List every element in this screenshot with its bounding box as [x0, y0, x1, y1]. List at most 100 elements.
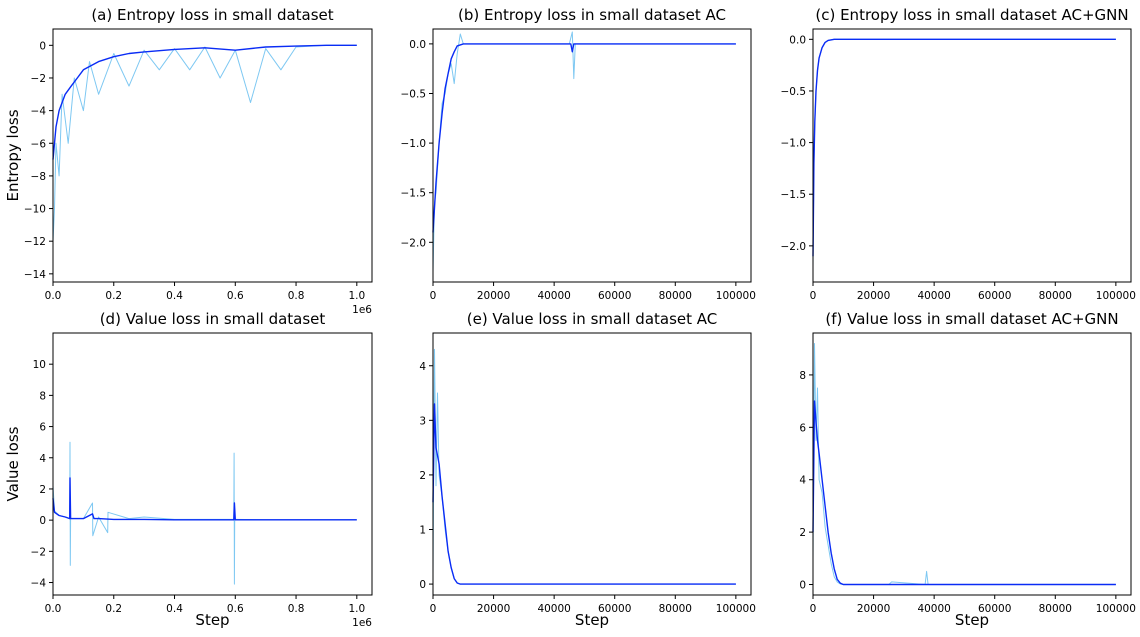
y-tick-label: −0.5	[781, 86, 807, 98]
x-tick-label: 20000	[477, 603, 510, 615]
x-axis-offset-label: 1e6	[352, 304, 372, 316]
x-tick-label: 0	[430, 603, 437, 615]
y-tick-label: 0	[799, 580, 806, 592]
y-tick-label: 3	[419, 415, 426, 427]
chart-title: (c) Entropy loss in small dataset AC+GNN	[815, 6, 1128, 24]
y-tick-label: 0	[419, 579, 426, 591]
smoothed-series-line	[432, 403, 736, 585]
y-tick-label: 1	[419, 525, 426, 537]
smoothed-series-line	[432, 43, 736, 233]
y-axis-label: Value loss	[4, 426, 22, 501]
x-axis-label: Step	[575, 611, 609, 629]
x-tick-label: 0	[810, 290, 817, 302]
x-tick-label: 0	[810, 603, 817, 615]
chart-title: (f) Value loss in small dataset AC+GNN	[825, 310, 1118, 328]
y-tick-label: −1.0	[781, 138, 807, 150]
x-tick-label: 20000	[477, 290, 510, 302]
subplot-d: 0.0 0.2 0.4 0.6 0.8 1.0 −4 −2 0 2 4 6 8 10 1e6 (d) Valu…	[4, 310, 373, 629]
x-tick-label: 100000	[716, 603, 756, 615]
y-tick-label: −1.0	[401, 138, 427, 150]
x-tick-label: 40000	[917, 290, 950, 302]
y-tick-label: 6	[799, 422, 806, 434]
y-tick-label: 2	[799, 527, 806, 539]
raw-series-line	[52, 44, 357, 242]
smoothed-series-line	[52, 477, 357, 521]
x-tick-label: 0.6	[227, 290, 244, 302]
x-axis-label: Step	[955, 611, 989, 629]
x-tick-label: 20000	[857, 603, 890, 615]
raw-series-line	[432, 31, 736, 273]
x-tick-label: 0	[430, 290, 437, 302]
y-tick-label: −2	[31, 546, 46, 558]
x-tick-label: 100000	[1096, 290, 1136, 302]
y-tick-label: 8	[39, 390, 46, 402]
smoothed-series-line	[812, 400, 1116, 586]
y-tick-label: 6	[39, 422, 46, 434]
plot-frame	[812, 332, 1132, 596]
x-tick-label: 0.4	[166, 603, 183, 615]
x-tick-label: 1.0	[348, 290, 365, 302]
raw-series-line	[52, 441, 357, 585]
raw-series-line	[812, 343, 1116, 585]
subplot-e: 0 20000 40000 60000 80000 100000 0 1 2 3 4 (e) Valu…	[419, 310, 756, 629]
plot-frame	[432, 332, 752, 596]
chart-title: (a) Entropy loss in small dataset	[91, 6, 333, 24]
y-tick-label: 0	[39, 40, 46, 52]
y-tick-label: −12	[24, 236, 46, 248]
y-tick-label: −10	[24, 204, 46, 216]
x-tick-label: 100000	[1096, 603, 1136, 615]
x-tick-label: 40000	[917, 603, 950, 615]
y-tick-label: 8	[799, 370, 806, 382]
y-tick-label: −2.0	[401, 237, 427, 249]
y-tick-label: 0	[39, 515, 46, 527]
y-axis-label: Entropy loss	[4, 109, 22, 201]
x-tick-label: 0.8	[288, 603, 305, 615]
subplot-a: 0.0 0.2 0.4 0.6 0.8 1.0 −14 −12 −10 −8 −6 −4 −2 0 1e6 (…	[4, 6, 373, 316]
y-tick-label: −1.5	[401, 188, 427, 200]
subplot-c: 0 20000 40000 60000 80000 100000 −2.0 −1.5 −1.0 −…	[781, 6, 1136, 302]
plot-frame	[812, 28, 1132, 283]
x-tick-label: 80000	[659, 290, 692, 302]
x-tick-label: 20000	[857, 290, 890, 302]
y-tick-label: −2	[31, 73, 46, 85]
y-tick-label: −4	[31, 106, 47, 118]
y-tick-label: 10	[33, 359, 46, 371]
x-tick-label: 60000	[978, 290, 1011, 302]
y-tick-label: 4	[799, 475, 806, 487]
plot-frame	[52, 28, 373, 283]
x-tick-label: 100000	[716, 290, 756, 302]
smoothed-series-line	[812, 38, 1116, 257]
y-tick-label: 4	[39, 453, 46, 465]
y-tick-label: 2	[419, 470, 426, 482]
x-axis-label: Step	[195, 611, 229, 629]
x-tick-label: 0.2	[105, 603, 122, 615]
y-tick-label: −0.5	[401, 88, 427, 100]
x-tick-label: 60000	[598, 290, 631, 302]
x-tick-label: 80000	[1039, 603, 1072, 615]
y-tick-label: −6	[31, 138, 47, 150]
x-tick-label: 40000	[537, 603, 570, 615]
y-tick-label: 0.0	[789, 34, 806, 46]
raw-series-line	[812, 38, 1116, 267]
x-axis-offset-label: 1e6	[352, 617, 372, 629]
x-tick-label: 0.8	[288, 290, 305, 302]
x-tick-label: 0.4	[166, 290, 183, 302]
y-tick-label: −8	[31, 171, 46, 183]
y-tick-label: 4	[419, 361, 426, 373]
y-tick-label: −14	[24, 269, 46, 281]
y-tick-label: −2.0	[781, 241, 807, 253]
chart-title: (e) Value loss in small dataset AC	[467, 310, 718, 328]
x-tick-label: 60000	[978, 603, 1011, 615]
y-tick-label: 2	[39, 484, 46, 496]
plot-frame	[432, 28, 752, 283]
chart-title: (d) Value loss in small dataset	[100, 310, 326, 328]
plot-frame	[52, 332, 373, 596]
y-tick-label: 0.0	[409, 39, 426, 51]
subplot-f: 0 20000 40000 60000 80000 100000 0 2 4 6 8 (f) Valu…	[799, 310, 1136, 629]
x-tick-label: 0.0	[45, 603, 62, 615]
x-tick-label: 40000	[537, 290, 570, 302]
y-tick-label: −1.5	[781, 189, 807, 201]
chart-title: (b) Entropy loss in small dataset AC	[458, 6, 726, 24]
x-tick-label: 1.0	[348, 603, 365, 615]
